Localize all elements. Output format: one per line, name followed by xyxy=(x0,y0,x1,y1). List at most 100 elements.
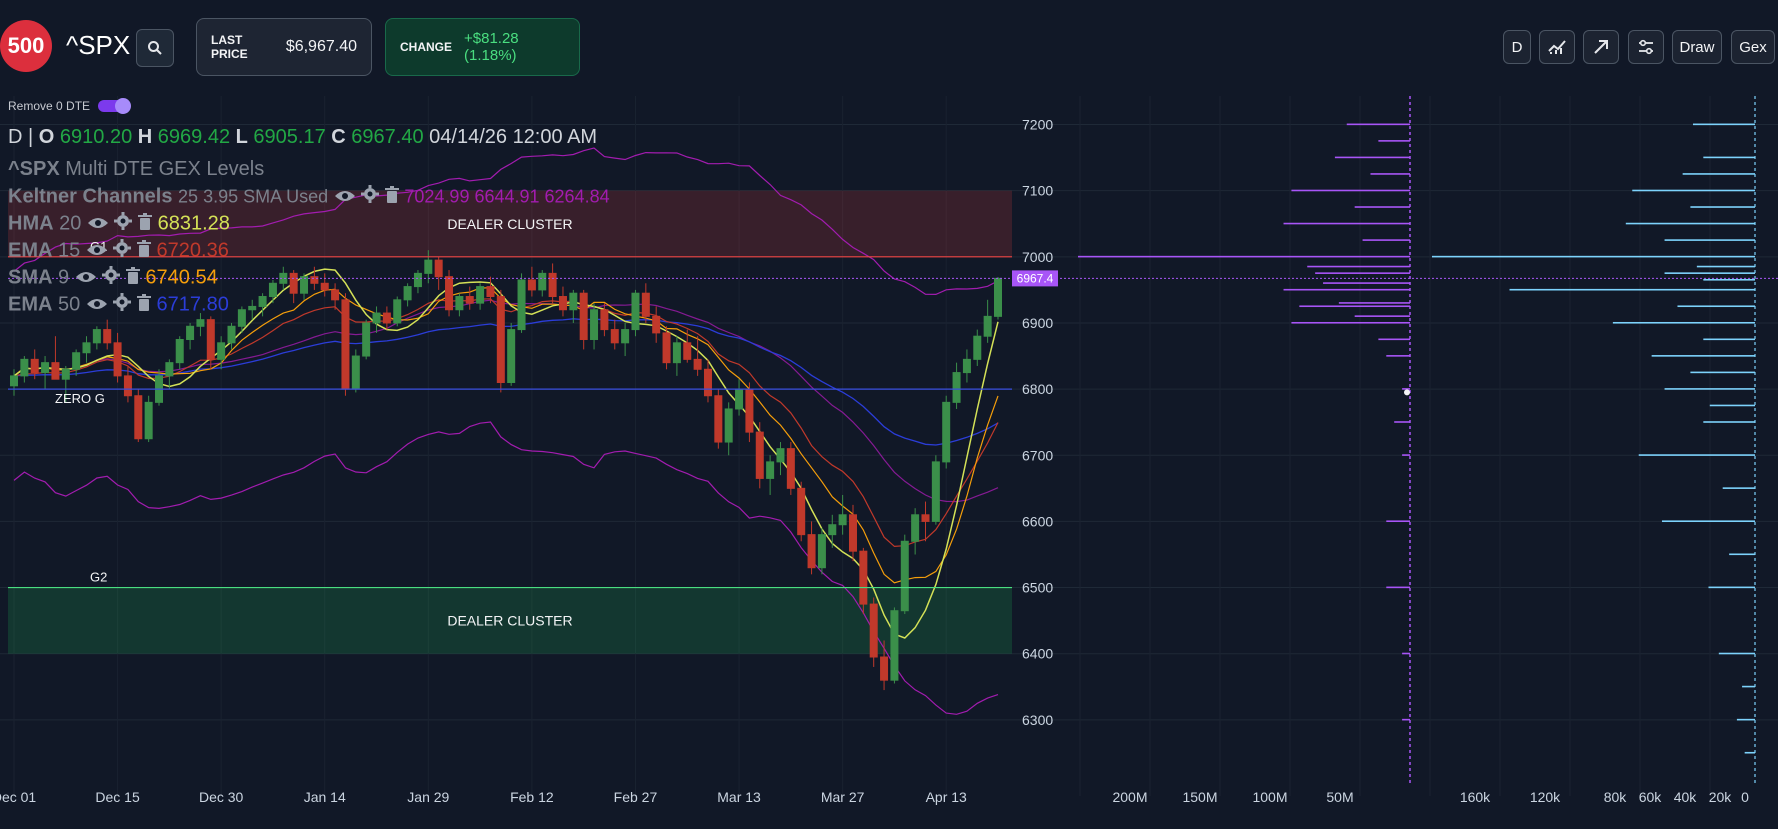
candle xyxy=(911,508,920,555)
eye-icon[interactable] xyxy=(86,240,108,263)
brand-logo[interactable]: 500 xyxy=(0,20,52,72)
candle-body xyxy=(538,272,547,291)
indicators-button[interactable] xyxy=(1539,30,1575,64)
price-tick-label: 6800 xyxy=(1022,381,1053,397)
candle xyxy=(558,286,567,317)
candle xyxy=(973,329,982,366)
candle-body xyxy=(424,259,433,274)
dealer-cluster-zone xyxy=(8,190,1012,257)
candle xyxy=(206,316,215,370)
gex-put-tick-label: 100M xyxy=(1252,789,1287,805)
candle-body xyxy=(714,395,723,443)
candle xyxy=(527,266,536,297)
gex-call-tick-label: 40k xyxy=(1674,789,1698,805)
candle xyxy=(942,395,951,469)
gear-icon[interactable] xyxy=(102,266,121,290)
candle xyxy=(828,514,837,548)
eye-icon[interactable] xyxy=(86,294,108,317)
price-tick-label: 6400 xyxy=(1022,646,1053,662)
sma9-legend-period: 9 xyxy=(58,266,70,289)
remove-0dte-toggle-row[interactable]: Remove 0 DTE xyxy=(8,98,132,114)
keltner-legend-values: 7024.99 6644.91 6264.84 xyxy=(404,186,610,207)
candle-body xyxy=(186,325,195,341)
trash-icon[interactable] xyxy=(125,266,140,290)
gex-call-bar xyxy=(1690,206,1755,208)
candle xyxy=(331,283,340,310)
eye-icon[interactable] xyxy=(75,267,97,290)
candle-body xyxy=(994,277,1002,317)
gex-call-bar xyxy=(1664,272,1755,274)
price-tick-label: 6500 xyxy=(1022,580,1053,596)
interval-button[interactable]: D xyxy=(1503,30,1531,64)
symbol-title: ^SPX xyxy=(66,30,131,60)
gear-icon[interactable] xyxy=(113,293,132,317)
gex-button[interactable]: Gex xyxy=(1731,30,1775,64)
candle-body xyxy=(268,282,277,298)
price-tick-label: 6700 xyxy=(1022,447,1053,463)
date-tick-label: Jan 29 xyxy=(407,789,449,805)
search-icon xyxy=(148,41,162,55)
gex-call-bar xyxy=(1690,371,1755,374)
gex-call-bar xyxy=(1708,586,1755,589)
candle xyxy=(72,349,81,376)
date-tick-label: Dec 15 xyxy=(95,789,140,805)
candle xyxy=(848,504,857,562)
trash-icon[interactable] xyxy=(138,212,153,236)
candle xyxy=(703,359,712,403)
candle-body xyxy=(558,296,567,311)
candle-body xyxy=(10,375,18,387)
trash-icon[interactable] xyxy=(136,293,151,317)
gear-icon[interactable] xyxy=(361,185,380,209)
search-button[interactable] xyxy=(136,29,174,67)
candle-body xyxy=(206,319,215,360)
candle-body xyxy=(123,375,132,397)
candle-body xyxy=(279,272,288,284)
gex-call-bar xyxy=(1677,305,1755,308)
gex-put-bar xyxy=(1386,586,1410,589)
gear-icon[interactable] xyxy=(114,212,133,236)
candle-body xyxy=(817,534,826,569)
candle xyxy=(165,359,174,390)
candle xyxy=(859,547,868,615)
candle xyxy=(237,306,246,333)
candle-body xyxy=(517,279,526,331)
candle-body xyxy=(331,289,340,301)
settings-sliders-button[interactable] xyxy=(1628,30,1664,64)
gex-call-tick-label: 160k xyxy=(1460,789,1491,805)
gex-put-tick-label: 200M xyxy=(1112,789,1147,805)
eye-icon[interactable] xyxy=(334,186,356,209)
candle-body xyxy=(300,276,309,294)
gex-call-bar xyxy=(1664,388,1755,390)
candle xyxy=(103,319,112,350)
trend-arrow-button[interactable] xyxy=(1583,30,1619,64)
candle-body xyxy=(693,358,702,370)
gex-put-bar xyxy=(1402,652,1410,655)
ohlc-datetime: 04/14/26 12:00 AM xyxy=(429,126,598,148)
gex-call-bar xyxy=(1722,487,1755,489)
draw-button[interactable]: Draw xyxy=(1672,30,1722,64)
candle xyxy=(662,326,671,370)
remove-0dte-toggle[interactable] xyxy=(98,98,132,114)
candle-body xyxy=(393,299,402,324)
candle xyxy=(952,362,961,409)
candle xyxy=(268,279,277,304)
candle xyxy=(817,528,826,575)
moving-averages xyxy=(13,268,999,639)
trash-icon[interactable] xyxy=(384,185,399,209)
candle-body xyxy=(217,342,226,360)
dealer-cluster-label: DEALER CLUSTER xyxy=(447,613,572,629)
trash-icon[interactable] xyxy=(136,239,151,263)
candle-body xyxy=(527,279,536,291)
candle xyxy=(61,365,70,403)
candle xyxy=(838,494,847,535)
gex-call-bar xyxy=(1696,265,1755,268)
candle-body xyxy=(20,358,29,377)
gex-levels: ZERO GG2G16967.4 xyxy=(8,239,1778,589)
top-bar: 500 ^SPX LAST PRICE $6,967.40 CHANGE +$8… xyxy=(0,0,1778,96)
candle-body xyxy=(362,322,371,357)
eye-icon[interactable] xyxy=(87,213,109,236)
change-box: CHANGE +$81.28 (1.18%) xyxy=(385,18,580,76)
gear-icon[interactable] xyxy=(113,239,132,263)
candle-body xyxy=(113,342,122,377)
